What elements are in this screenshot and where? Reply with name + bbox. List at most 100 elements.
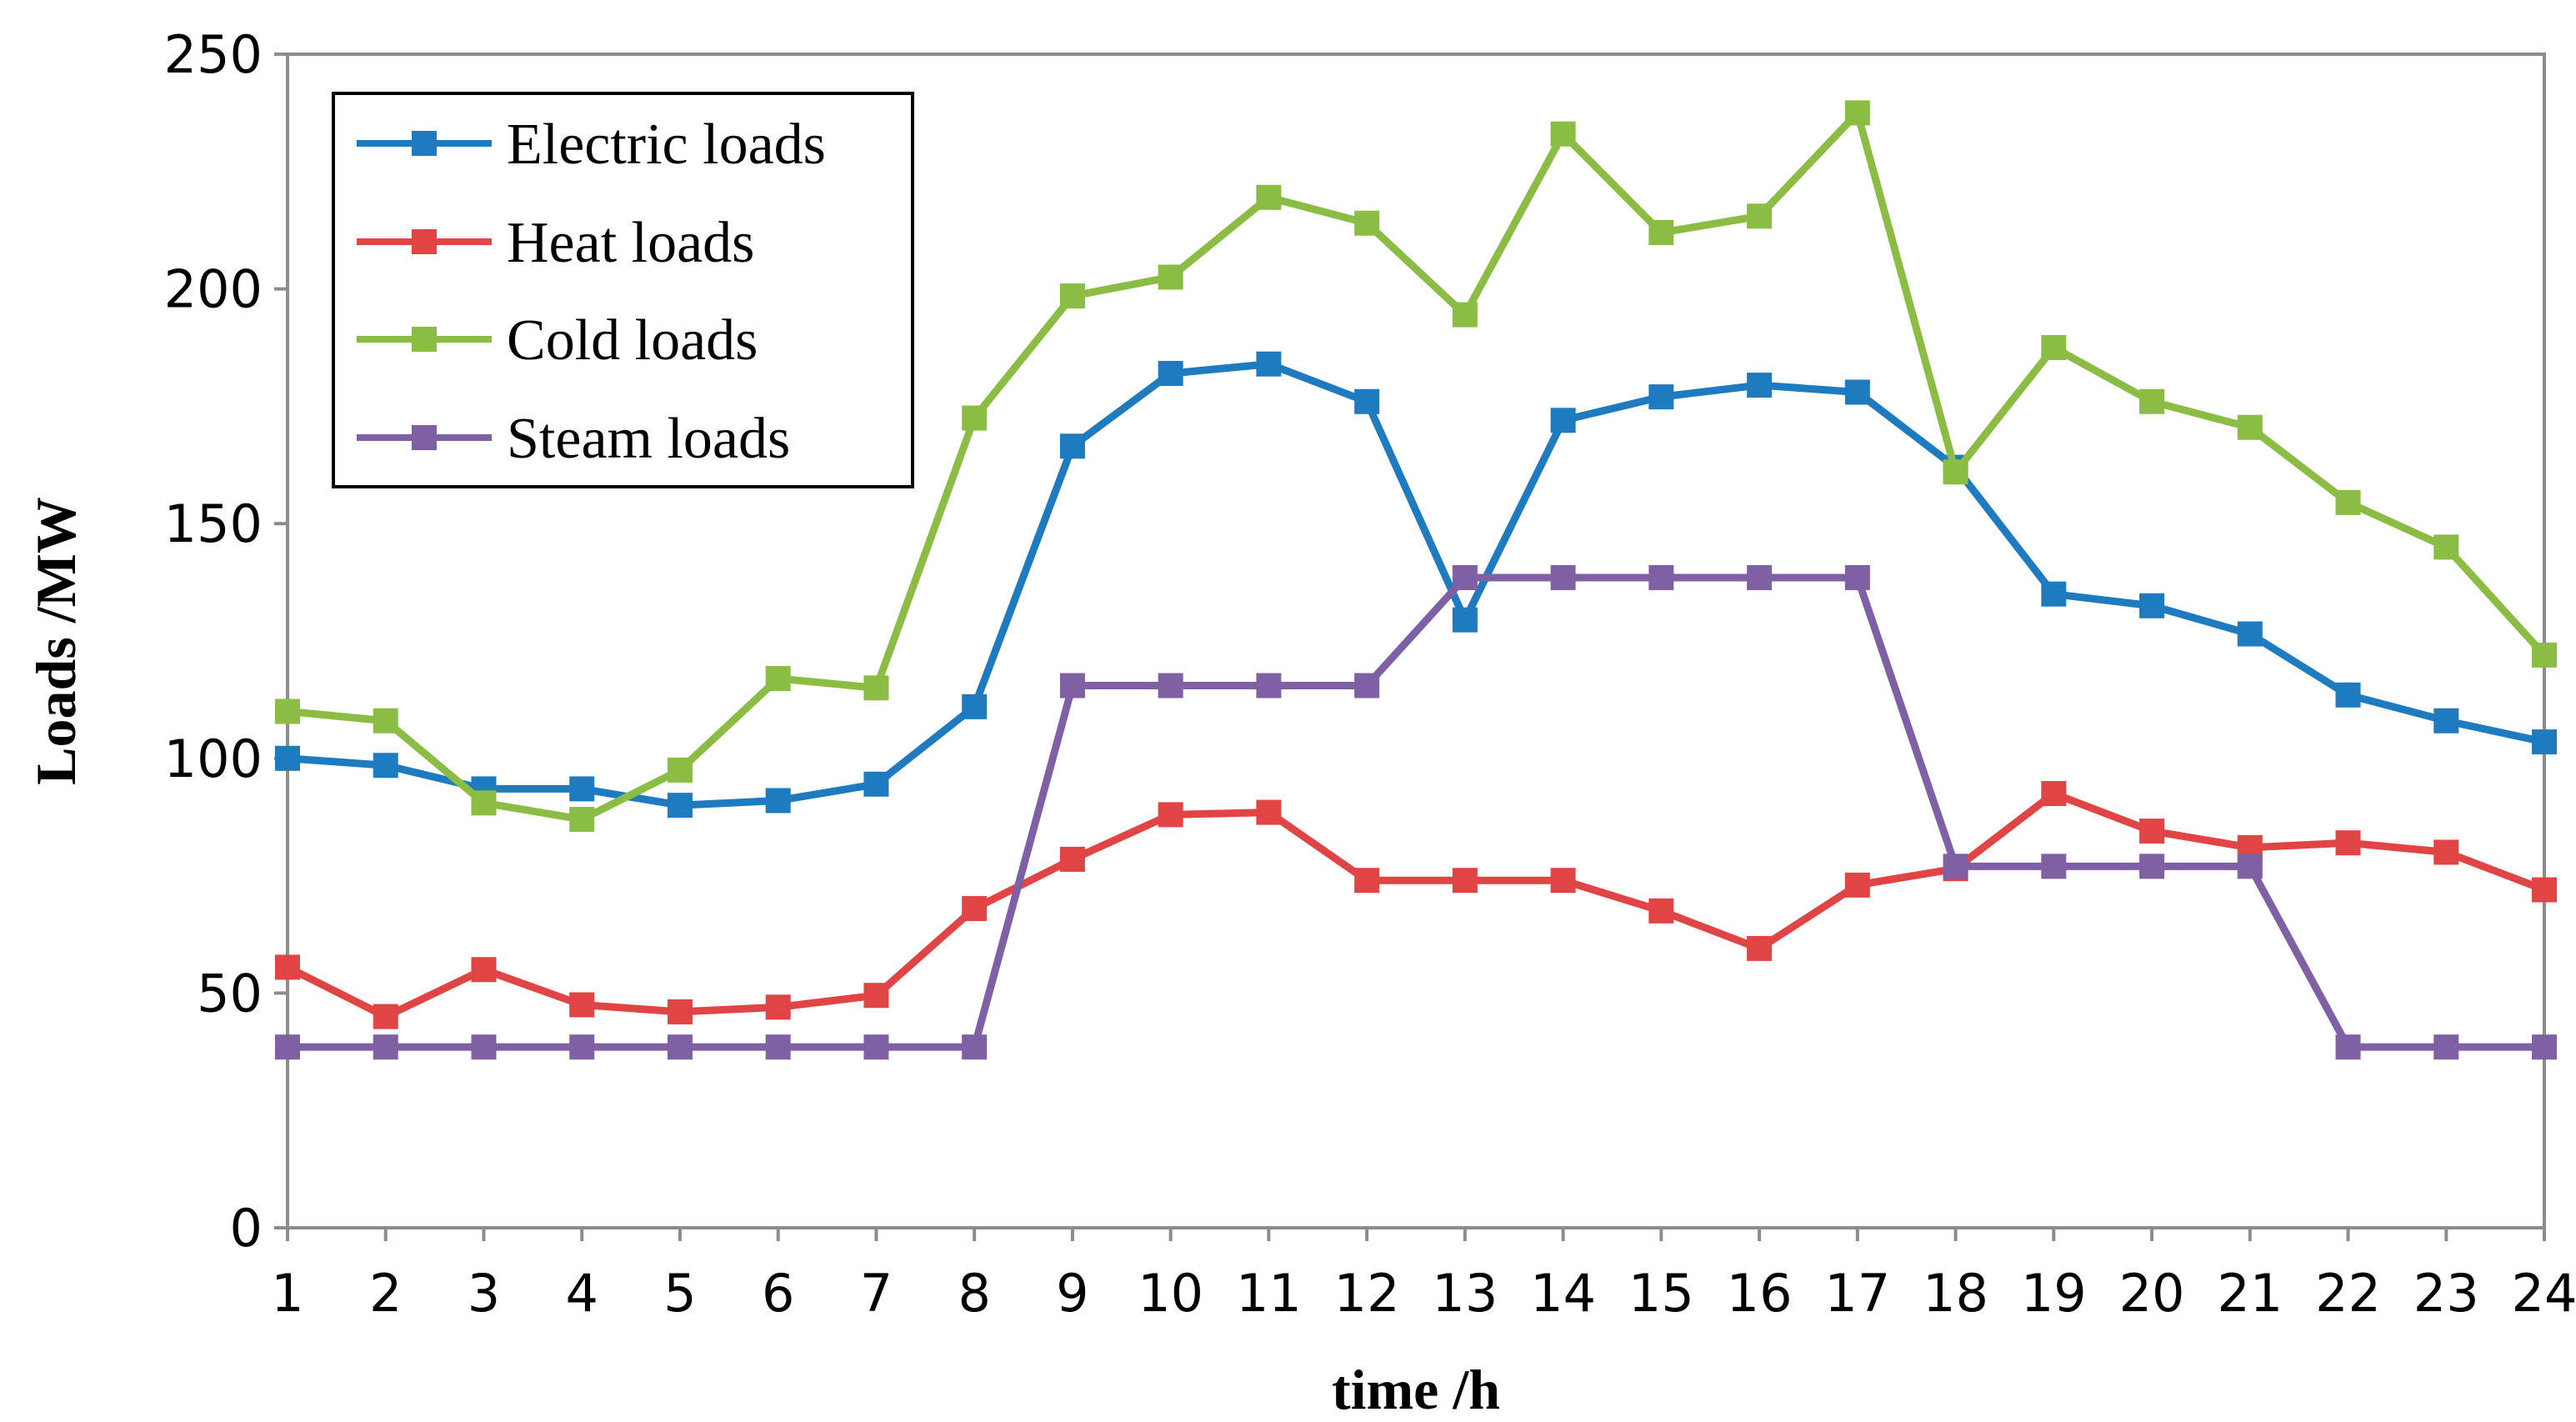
- data-point: [2532, 642, 2557, 668]
- data-point: [275, 745, 300, 771]
- data-point: [1059, 846, 1085, 872]
- data-point: [962, 1034, 988, 1060]
- data-point: [1844, 100, 1870, 126]
- data-point: [471, 790, 497, 816]
- data-point: [863, 771, 889, 797]
- x-tick-label: 7: [860, 1263, 893, 1324]
- data-point: [962, 405, 988, 431]
- data-point: [765, 788, 791, 814]
- y-tick-label: 200: [164, 259, 263, 320]
- x-tick-label: 22: [2315, 1263, 2381, 1324]
- x-tick-label: 3: [468, 1263, 500, 1324]
- series-layer: [275, 100, 2557, 1060]
- data-point: [2532, 1034, 2557, 1060]
- data-point: [1158, 360, 1183, 386]
- x-tick-label: 5: [663, 1263, 696, 1324]
- data-point: [1550, 564, 1576, 590]
- data-point: [1256, 184, 1282, 210]
- data-point: [1256, 799, 1282, 825]
- data-point: [2139, 388, 2165, 414]
- x-tick-label: 8: [958, 1263, 990, 1324]
- data-point: [1747, 373, 1773, 398]
- data-point: [1747, 935, 1773, 961]
- x-tick-label: 24: [2512, 1263, 2576, 1324]
- legend-marker: [412, 229, 437, 254]
- legend-label: Cold loads: [507, 308, 758, 373]
- series-line: [283, 360, 2548, 809]
- data-point: [1844, 564, 1870, 590]
- legend-marker: [412, 327, 437, 352]
- data-point: [765, 666, 791, 692]
- data-point: [1452, 607, 1478, 633]
- x-tick-label: 9: [1056, 1263, 1088, 1324]
- data-point: [1158, 673, 1183, 698]
- legend-box: [332, 92, 914, 488]
- legend-label: Steam loads: [507, 407, 790, 471]
- data-point: [373, 1034, 398, 1060]
- y-tick-label: 0: [230, 1198, 263, 1259]
- legend-label: Electric loads: [507, 113, 826, 177]
- data-point: [1354, 388, 1380, 414]
- data-point: [2237, 621, 2263, 647]
- series-line: [283, 108, 2548, 824]
- data-point: [1059, 283, 1085, 309]
- data-point: [1550, 868, 1576, 894]
- data-point: [2237, 414, 2263, 440]
- data-point: [863, 675, 889, 701]
- data-point: [2041, 781, 2067, 807]
- data-point: [2433, 708, 2459, 734]
- data-point: [275, 698, 300, 724]
- legend-marker: [412, 425, 437, 450]
- data-point: [275, 1034, 300, 1060]
- data-point: [2433, 534, 2459, 560]
- x-tick-label: 20: [2119, 1263, 2185, 1324]
- data-point: [569, 807, 595, 833]
- data-point: [1648, 898, 1674, 924]
- data-point: [1550, 408, 1576, 433]
- data-point: [1550, 121, 1576, 147]
- legend-entry-cold-loads: Cold loads: [357, 308, 758, 373]
- x-tick-label: 19: [2021, 1263, 2087, 1324]
- data-point: [1452, 564, 1478, 590]
- data-point: [1648, 220, 1674, 246]
- data-point: [471, 1034, 497, 1060]
- y-tick-label: 100: [164, 729, 263, 789]
- data-point: [863, 983, 889, 1009]
- y-tick-label: 50: [197, 963, 263, 1024]
- data-point: [373, 708, 398, 734]
- legend-entry-heat-loads: Heat loads: [357, 211, 754, 275]
- data-point: [1354, 673, 1380, 698]
- x-tick-label: 16: [1727, 1263, 1793, 1324]
- data-point: [569, 992, 595, 1018]
- data-point: [1747, 203, 1773, 229]
- data-point: [569, 1034, 595, 1060]
- x-axis-title: time /h: [1332, 1358, 1500, 1421]
- x-tick-label: 4: [565, 1263, 598, 1324]
- data-point: [1354, 210, 1380, 236]
- data-point: [667, 757, 693, 783]
- data-point: [2433, 1034, 2459, 1060]
- data-point: [1747, 564, 1773, 590]
- data-point: [2335, 489, 2361, 515]
- data-point: [1844, 872, 1870, 898]
- data-point: [1844, 379, 1870, 405]
- data-point: [667, 1034, 693, 1060]
- data-point: [2041, 581, 2067, 607]
- x-tick-label: 11: [1236, 1263, 1302, 1324]
- legend-entry-electric-loads: Electric loads: [357, 113, 826, 177]
- y-tick-label: 150: [164, 493, 263, 554]
- legend-marker: [412, 131, 437, 156]
- data-point: [2335, 682, 2361, 708]
- data-point: [2237, 854, 2263, 879]
- data-point: [1452, 302, 1478, 328]
- data-point: [2532, 877, 2557, 903]
- data-point: [667, 999, 693, 1024]
- legend-entry-steam-loads: Steam loads: [357, 407, 790, 471]
- data-point: [2139, 593, 2165, 618]
- data-point: [1256, 351, 1282, 377]
- y-axis-ticks: 0 50 100 150 200 250: [164, 24, 288, 1259]
- data-point: [1354, 868, 1380, 894]
- series-cold-loads: [275, 100, 2557, 833]
